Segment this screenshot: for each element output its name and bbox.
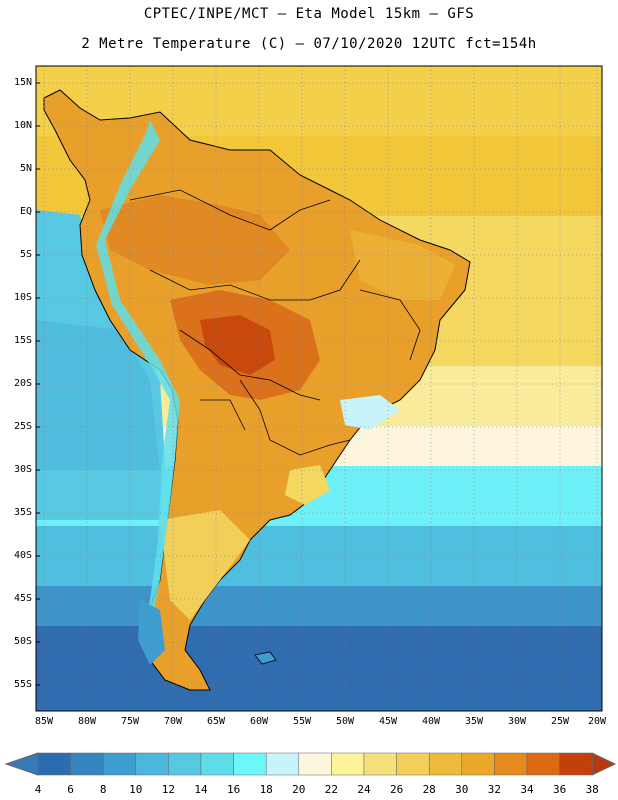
colorbar-cell <box>494 752 528 776</box>
country-borders <box>129 189 421 456</box>
colorbar-cell <box>265 752 300 776</box>
colorbar-label: 10 <box>129 783 143 796</box>
andes-ridge <box>96 120 180 640</box>
longitude-label: 50W <box>335 716 355 727</box>
hot-inner-region <box>200 315 275 375</box>
latitude-label: 25S <box>13 421 32 432</box>
axis-ticks <box>36 82 40 686</box>
colorbar-label: 30 <box>455 783 469 796</box>
colorbar-label: 26 <box>389 783 404 796</box>
latitude-label: 5N <box>19 163 32 174</box>
map-frame <box>35 65 603 712</box>
ocean-band-cooler <box>36 526 602 586</box>
colorbar-cell <box>102 752 137 776</box>
colorbar-cell <box>559 752 593 776</box>
colorbar-label: 20 <box>292 783 306 796</box>
longitude-label: 85W <box>34 716 54 727</box>
latitude-label: 20S <box>13 378 32 389</box>
latitude-label: 45S <box>13 593 32 604</box>
longitude-label: 35W <box>464 716 484 727</box>
falkland-islands <box>254 651 277 665</box>
colorbar-low-arrow <box>4 752 39 776</box>
longitude-label: 20W <box>587 716 607 727</box>
colorbar-cell <box>526 752 560 776</box>
pacific-cooler-water <box>36 320 160 470</box>
longitude-label: 65W <box>206 716 226 727</box>
longitude-label: 75W <box>120 716 140 727</box>
southeast-coast <box>340 395 400 430</box>
colorbar-label: 4 <box>34 783 42 796</box>
longitude-label: 25W <box>550 716 570 727</box>
colorbar-label: 6 <box>67 783 74 796</box>
latitude-label: 10S <box>13 292 32 303</box>
colorbar-cell <box>461 752 495 776</box>
colorbar-cell <box>135 752 169 776</box>
colorbar-label: 22 <box>324 783 339 796</box>
longitude-label: 80W <box>77 716 97 727</box>
andes-south <box>138 600 165 665</box>
colorbar-cell <box>200 752 234 776</box>
colorbar-cell <box>363 752 397 776</box>
colorbar-label: 18 <box>259 783 273 796</box>
longitude-label: 45W <box>378 716 398 727</box>
colorbar-label: 8 <box>99 783 107 796</box>
colorbar-label: 32 <box>487 783 502 796</box>
latitude-label: 15N <box>13 77 32 88</box>
northeast-region <box>350 230 455 300</box>
latitude-label: EQ <box>19 206 32 217</box>
longitude-label: 30W <box>507 716 527 727</box>
longitude-label: 60W <box>249 716 269 727</box>
colorbar-label: 14 <box>194 783 208 796</box>
map-title-line-2: 2 Metre Temperature (C) – 07/10/2020 12U… <box>81 36 537 52</box>
longitude-label: 70W <box>163 716 183 727</box>
colorbar-cell <box>298 752 332 776</box>
latitude-label: 50S <box>13 636 32 647</box>
latitude-label: 10N <box>13 120 32 131</box>
colorbar-label: 12 <box>161 783 176 796</box>
colorbar-label: 28 <box>422 783 436 796</box>
latitude-label: 40S <box>13 550 32 561</box>
latitude-label: 15S <box>13 335 32 346</box>
colorbar-cell <box>396 752 430 776</box>
longitude-label: 55W <box>292 716 312 727</box>
colorbar-label: 36 <box>552 783 567 796</box>
colorbar-cell <box>168 752 202 776</box>
colorbar-cell <box>37 752 71 776</box>
longitude-label: 40W <box>421 716 441 727</box>
colorbar-high-arrow <box>591 752 617 776</box>
colorbar-label: 16 <box>226 783 241 796</box>
uruguay-region <box>285 465 330 505</box>
latitude-label: 5S <box>19 249 32 260</box>
colorbar-cell <box>70 752 104 776</box>
colorbar-cell <box>428 752 463 776</box>
colorbar-label: 24 <box>357 783 371 796</box>
colorbar-label: 38 <box>585 783 599 796</box>
ocean-band-coldest <box>36 626 602 711</box>
colorbar <box>4 752 617 776</box>
colorbar-cell <box>233 752 267 776</box>
colorbar-label: 34 <box>520 783 534 796</box>
latitude-label: 35S <box>13 507 32 518</box>
map-title-line-1: CPTEC/INPE/MCT – Eta Model 15km – GFS <box>143 6 475 22</box>
latitude-label: 30S <box>13 464 32 475</box>
amazon-region <box>100 195 290 285</box>
latitude-label: 55S <box>13 679 32 690</box>
patagonia-region <box>160 510 250 620</box>
colorbar-cell <box>331 752 365 776</box>
ocean-band-cold <box>36 586 602 626</box>
